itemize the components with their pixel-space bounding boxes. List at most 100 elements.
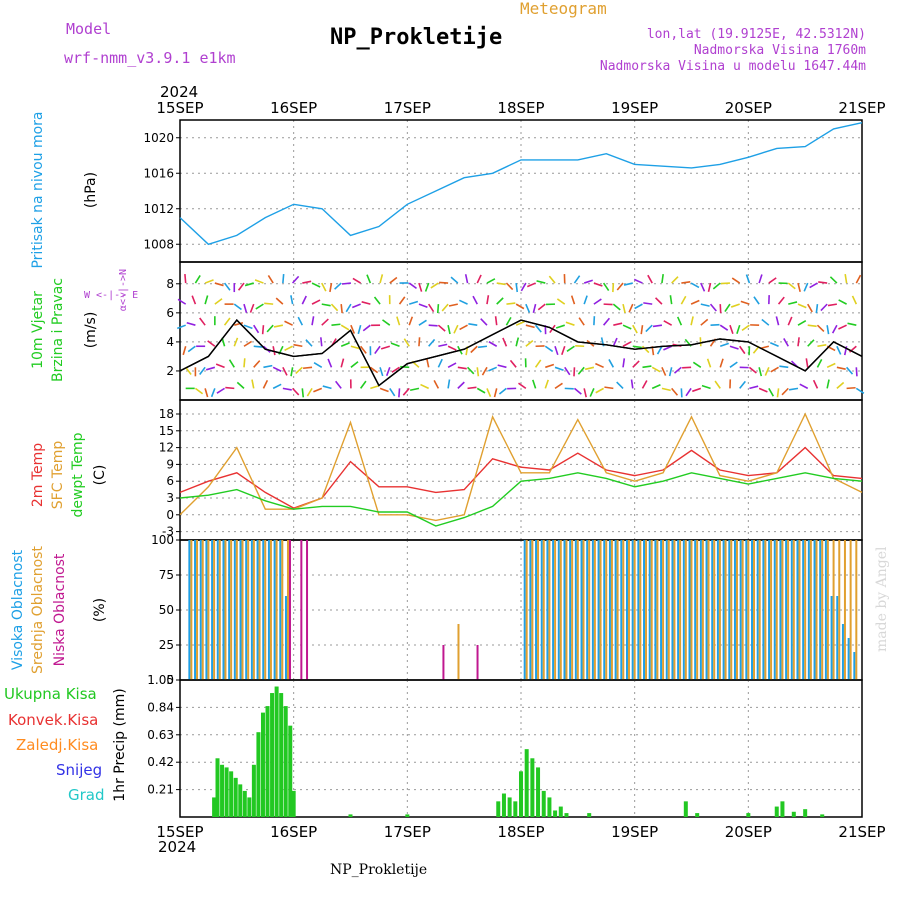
wind-arrow [515,303,525,310]
wind-arrow [403,338,410,347]
wind-arrow [663,345,672,351]
clouds-panel: 0 25 50 75 100 [151,533,863,687]
y-tick-label: 75 [159,568,174,582]
wind-arrow [623,282,633,286]
wind-arrow [818,281,828,284]
precip-bar [780,801,785,817]
wind-arrow [216,387,225,394]
wind-arrow [306,387,313,397]
wind-arrow [408,282,417,290]
wind-arrow [779,365,789,369]
y-tick-label: 0.21 [147,783,174,797]
wind-arrow [554,382,563,390]
wind-arrow [700,282,706,292]
wind-arrow [330,303,339,312]
y-tick-label: 6 [166,474,174,488]
wind-arrow [855,367,858,377]
wind-arrow [282,366,288,376]
y-tick-label: 1012 [143,202,174,216]
wind-arrow [303,366,313,370]
wind-arrow [534,359,542,368]
precip-bar [283,706,288,817]
wind-arrow [573,387,582,395]
wind-arrow [418,303,428,308]
wind-arrow [439,281,449,284]
wind-arrow [233,337,239,347]
precip-bar [746,813,751,817]
wind-arrow [400,365,410,369]
wind-arrow [805,358,809,368]
wind-arrow [826,325,830,335]
y-tick-label: 6 [166,306,174,320]
y-tick-label: 100 [151,533,174,547]
wind-arrow [430,282,439,289]
wind-arrow [632,360,640,368]
y-tick-label: 1016 [143,166,174,180]
wind-arrow [468,322,478,326]
wind-arrow [745,274,751,284]
wind-arrow [845,366,854,375]
wind-arrow [604,386,614,390]
wind-arrow [341,282,351,285]
y-tick-label: 0.63 [147,728,174,742]
wind-arrow [692,387,702,393]
wind-arrow [554,366,564,372]
precip-bar [695,813,700,817]
wind-arrow [799,383,809,390]
wind-arrow [199,366,206,375]
wind-arrow [729,324,734,334]
precip-bar [501,793,506,817]
wind-arrow [391,366,400,373]
cloud-high-ylabel: Visoka Oblacnost [10,549,26,670]
wind-arrow [724,303,731,313]
wind-arrow [836,366,846,370]
wind-arrow [177,298,187,305]
wind-arrow [770,366,779,373]
wind-arrow [826,379,830,389]
wind-arrow [426,358,430,368]
x-tick-label-bottom: 15SEP [156,823,203,841]
wind-arrow [846,386,856,390]
wind-arrow [505,282,514,291]
wind-arrow [545,363,555,369]
wind-arrow [816,324,825,333]
temperature-series-line [179,472,863,527]
wind-arrow [707,282,712,293]
chart-subtitle: Meteogram [520,0,607,18]
wind-arrow [253,324,260,334]
cloud-mid-ylabel: Srednja Oblacnost [30,546,46,674]
wind-arrow [272,383,282,390]
wind-arrow [632,345,642,349]
x-tick-label-bottom: 18SEP [497,823,544,841]
wind-arrow [787,316,793,326]
wind-arrow [758,274,763,284]
precip-bar [220,764,225,817]
x-tick-label-bottom: 17SEP [384,823,431,841]
wind-arrow [647,274,653,284]
wind-arrow [486,388,492,397]
wind-arrow [532,379,537,389]
wind-arrow [297,316,304,326]
wind-arrow [457,366,467,370]
wind-ylabel-unit: (m/s) [83,312,99,349]
x-tick-label-bottom: 16SEP [270,823,317,841]
x-tick-label-top: 15SEP [156,99,203,117]
wind-arrow [267,275,274,284]
wind-arrow [498,387,507,395]
wind-arrow [418,282,423,292]
wind-arrow [481,366,488,376]
wind-arrow [237,282,245,291]
precip-ylabel-unit: 1hr Precip (mm) [112,688,128,801]
wind-arrow [719,342,730,348]
wind-arrow [831,324,838,334]
temp2m-ylabel: 2m Temp [30,443,46,507]
precip-bar [541,790,546,817]
wind-arrow [673,366,682,374]
wind-arrow [253,360,261,368]
wind-arrow [361,301,371,305]
wind-arrow [408,300,419,305]
wind-arrow [194,275,201,284]
wind-arrow [340,324,350,331]
wind-arrow [595,362,604,369]
wind-arrow [661,366,667,376]
